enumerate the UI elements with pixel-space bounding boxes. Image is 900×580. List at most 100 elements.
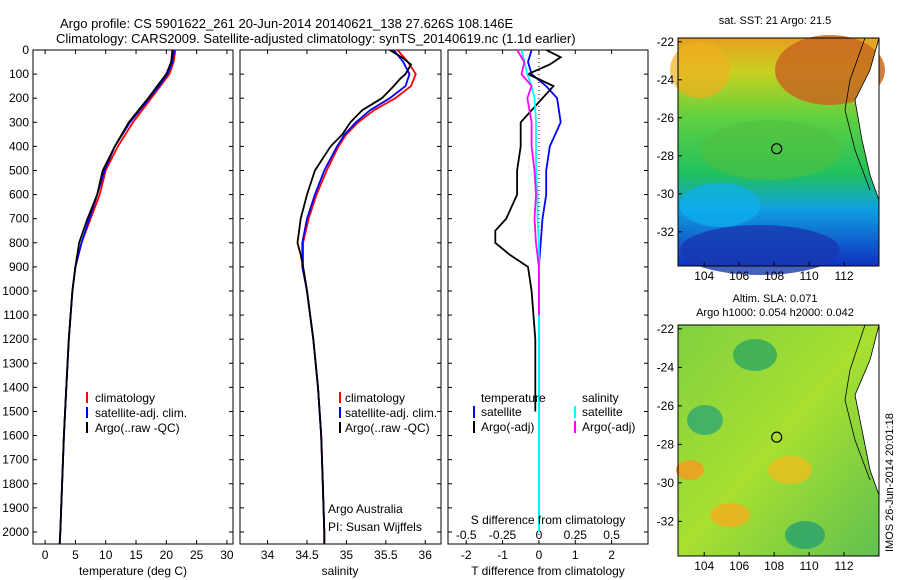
series-line (58, 49, 176, 545)
y-tick-label: 1600 (2, 429, 29, 443)
legend-climatology: climatology (95, 391, 155, 405)
legend-satellite-adj: satellite-adj. clim. (95, 406, 187, 420)
s-diff-xlabel: S difference from climatology (471, 513, 626, 527)
map-x-tick-label: 110 (800, 559, 819, 573)
map-y-tick-label: -22 (657, 35, 675, 49)
sla-low-patch (733, 339, 777, 371)
t-diff-tick-label: -2 (461, 548, 472, 562)
map-y-tick-label: -26 (657, 399, 675, 413)
t-diff-tick-label: 1 (572, 548, 579, 562)
map-x-tick-label: 106 (729, 559, 749, 573)
difference-legend: temperature satellite Argo(-adj) salinit… (473, 391, 635, 434)
argo-location-marker (771, 143, 783, 155)
y-tick-label: 700 (9, 212, 29, 226)
series-line (302, 49, 417, 544)
series-line (516, 49, 540, 316)
x-tick-label: 35.5 (374, 548, 398, 562)
sst-cold-patch (680, 225, 840, 275)
map-x-tick-label: 112 (834, 559, 853, 573)
series-line (520, 49, 540, 532)
sla-high-patch-south (710, 503, 750, 527)
sst-bathymetry (844, 37, 871, 191)
map-y-tick-label: -24 (657, 73, 675, 87)
map-x-tick-label: 104 (694, 269, 714, 283)
salinity-legend: climatology satellite-adj. clim. Argo(..… (339, 391, 437, 435)
legend-t-satellite: satellite (481, 405, 522, 419)
temperature-xlabel: temperature (deg C) (79, 564, 187, 578)
sst-warm-patch (775, 35, 885, 105)
x-tick-label: 35 (340, 548, 354, 562)
x-tick-label: 25 (190, 548, 204, 562)
y-tick-label: 500 (9, 163, 29, 177)
y-tick-label: 1000 (2, 284, 29, 298)
legend-t-argo: Argo(-adj) (481, 420, 534, 434)
series-line (58, 49, 174, 545)
x-tick-label: 20 (160, 548, 174, 562)
sla-high-patch (676, 460, 704, 480)
sst-green-patch (700, 120, 840, 180)
header-line1: Argo profile: CS 5901622_261 20-Jun-2014… (60, 16, 514, 31)
legend-satellite-adj: satellite-adj. clim. (345, 406, 437, 420)
temperature-legend: climatology satellite-adj. clim. Argo(..… (86, 391, 187, 435)
legend-argo: Argo(..raw -QC) (345, 421, 430, 435)
y-tick-label: 1300 (2, 356, 29, 370)
y-tick-label: 2000 (2, 525, 29, 539)
y-tick-label: 1700 (2, 453, 29, 467)
sla-map-background (678, 325, 879, 556)
map-x-tick-label: 110 (800, 269, 819, 283)
annotation-pi: PI: Susan Wijffels (328, 520, 422, 534)
x-tick-label: 34 (261, 548, 275, 562)
t-diff-xlabel: T difference from climatology (471, 564, 625, 578)
map-y-tick-label: -32 (657, 225, 675, 239)
y-tick-label: 1200 (2, 332, 29, 346)
map-y-tick-label: -28 (657, 149, 675, 163)
map-x-tick-label: 112 (834, 269, 853, 283)
y-tick-label: 900 (9, 260, 29, 274)
legend-argo: Argo(..raw -QC) (95, 421, 180, 435)
y-tick-label: 1100 (3, 308, 29, 322)
y-tick-label: 0 (22, 43, 29, 57)
y-tick-label: 400 (9, 139, 29, 153)
legend-temperature-header: temperature (481, 391, 546, 405)
header-line2: Climatology: CARS2009. Satellite-adjuste… (56, 31, 576, 46)
map-y-tick-label: -30 (657, 187, 675, 201)
annotation-argo-australia: Argo Australia (328, 502, 403, 516)
map-y-tick-label: -32 (657, 514, 675, 528)
s-diff-tick-label: -0.5 (456, 528, 477, 542)
map-y-tick-label: -24 (657, 360, 675, 374)
sst-map-frame (677, 37, 880, 267)
y-tick-label: 1400 (2, 380, 29, 394)
s-diff-tick-label: -0.25 (489, 528, 517, 542)
sst-map-title: sat. SST: 21 Argo: 21.5 (719, 15, 832, 27)
sst-warm-patch-west (670, 42, 730, 98)
y-tick-label: 100 (9, 67, 29, 81)
y-tick-label: 600 (9, 188, 29, 202)
s-diff-tick-label: 0.5 (603, 528, 620, 542)
argo-location-marker (771, 431, 783, 443)
x-tick-label: 5 (72, 548, 79, 562)
y-tick-label: 1800 (2, 477, 29, 491)
imos-timestamp: IMOS 26-Jun-2014 20:01:18 (884, 413, 896, 552)
sla-map (676, 324, 880, 557)
sst-map (670, 35, 885, 275)
map-x-tick-label: 104 (694, 559, 714, 573)
y-tick-label: 1900 (2, 501, 29, 515)
series-line (527, 49, 562, 532)
x-tick-label: 0 (42, 548, 49, 562)
series-line (296, 49, 413, 544)
map-y-tick-label: -22 (657, 322, 675, 336)
map-x-tick-label: 106 (729, 269, 749, 283)
y-tick-label: 1500 (2, 404, 29, 418)
difference-panel-frame (447, 49, 649, 545)
map-y-tick-label: -28 (657, 437, 675, 451)
s-diff-tick-label: 0.25 (564, 528, 588, 542)
x-tick-label: 34.5 (295, 548, 319, 562)
t-diff-tick-label: 0 (536, 548, 543, 562)
salinity-xlabel: salinity (322, 564, 359, 578)
legend-climatology: climatology (345, 391, 405, 405)
sla-bathymetry (844, 324, 871, 481)
t-diff-tick-label: -1 (497, 548, 508, 562)
series-line (58, 49, 177, 545)
t-diff-tick-label: 2 (608, 548, 615, 562)
map-x-tick-label: 108 (764, 559, 784, 573)
